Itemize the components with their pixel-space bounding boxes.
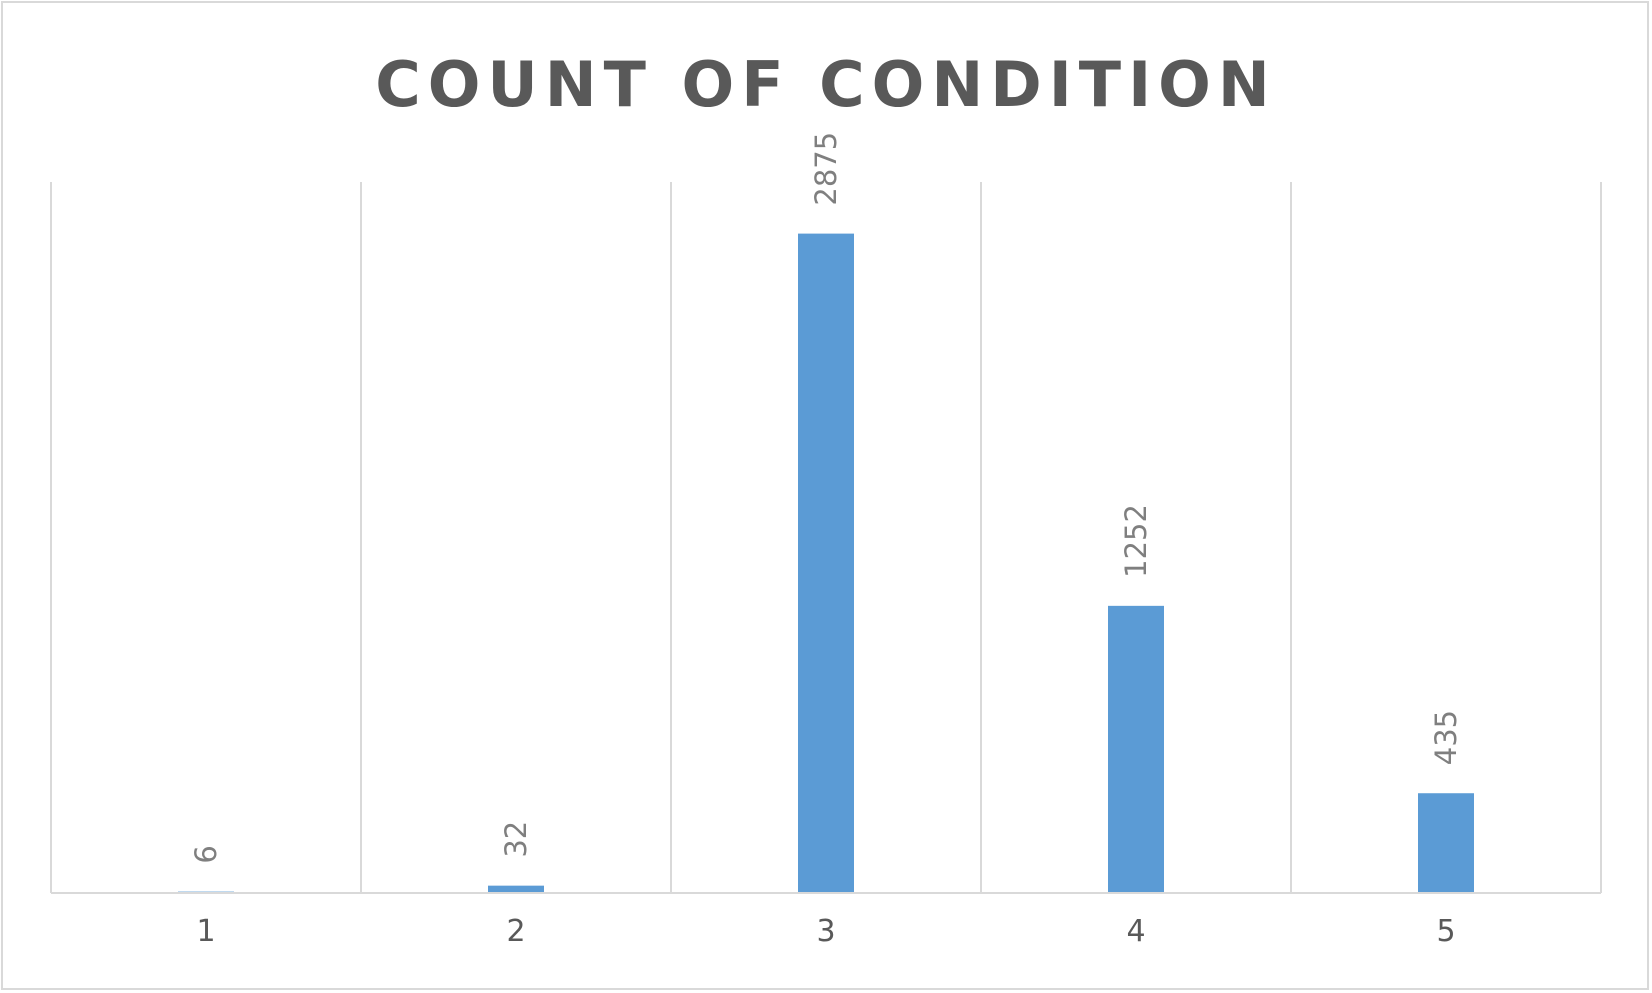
data-label-2: 32 <box>499 821 533 858</box>
bar-5 <box>1418 793 1474 893</box>
x-tick-label-2: 2 <box>506 914 525 949</box>
data-labels: 6 32 2875 1252 435 <box>189 132 1463 864</box>
bar-2 <box>488 885 544 893</box>
data-label-5: 435 <box>1429 710 1463 765</box>
bars <box>178 233 1474 893</box>
data-label-4: 1252 <box>1119 504 1153 578</box>
bar-3 <box>798 233 854 893</box>
data-label-1: 6 <box>189 845 223 863</box>
x-tick-label-4: 4 <box>1126 914 1145 949</box>
x-tick-label-1: 1 <box>196 914 215 949</box>
x-tick-label-3: 3 <box>816 914 835 949</box>
x-tick-label-5: 5 <box>1436 914 1455 949</box>
bar-4 <box>1108 605 1164 893</box>
chart-title: COUNT OF CONDITION <box>375 48 1277 121</box>
gridlines <box>50 182 1602 893</box>
data-label-3: 2875 <box>809 132 843 206</box>
x-axis: 1 2 3 4 5 <box>51 892 1601 949</box>
